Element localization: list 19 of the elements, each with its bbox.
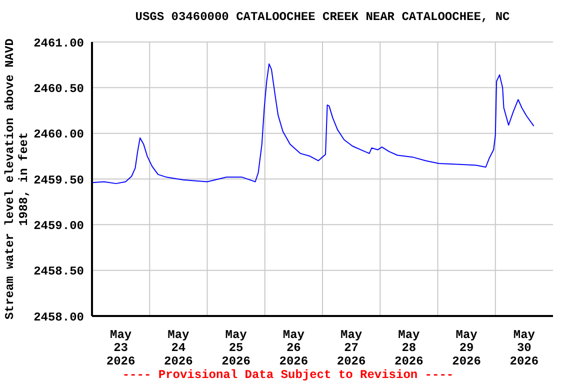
x-tick-label: May 24 2026 <box>164 328 193 368</box>
x-tick-label: May 30 2026 <box>510 328 539 368</box>
y-tick-label: 2461.00 <box>34 36 84 50</box>
x-tick-label: May 25 2026 <box>222 328 250 368</box>
y-tick-label: 2460.00 <box>34 128 84 142</box>
text: ---- Provisional Data Subject to Revision ---- <box>121 368 455 382</box>
y-tick-label: 2458.00 <box>34 310 84 324</box>
x-tick-label: May 28 2026 <box>394 328 424 368</box>
y-axis-title: Stream water level elevation above NAVD 1988, in feet <box>3 38 32 322</box>
y-tick-label: 2459.50 <box>34 173 84 188</box>
y-tick-label: 2460.50 <box>34 82 84 96</box>
chart-title: USGS 03460000 CATALOOCHEE CREEK NEAR CATALOOCHEE, NC <box>134 10 511 24</box>
line-series <box>92 63 534 184</box>
x-tick-label: May 23 2026 <box>106 328 136 368</box>
x-tick-label: May 27 2026 <box>336 328 366 368</box>
y-tick-label: 2459.00 <box>34 218 84 233</box>
x-tick-label: May 29 2026 <box>452 328 481 368</box>
x-tick-label: May 26 2026 <box>279 328 308 368</box>
y-tick-label: 2458.50 <box>34 264 84 279</box>
